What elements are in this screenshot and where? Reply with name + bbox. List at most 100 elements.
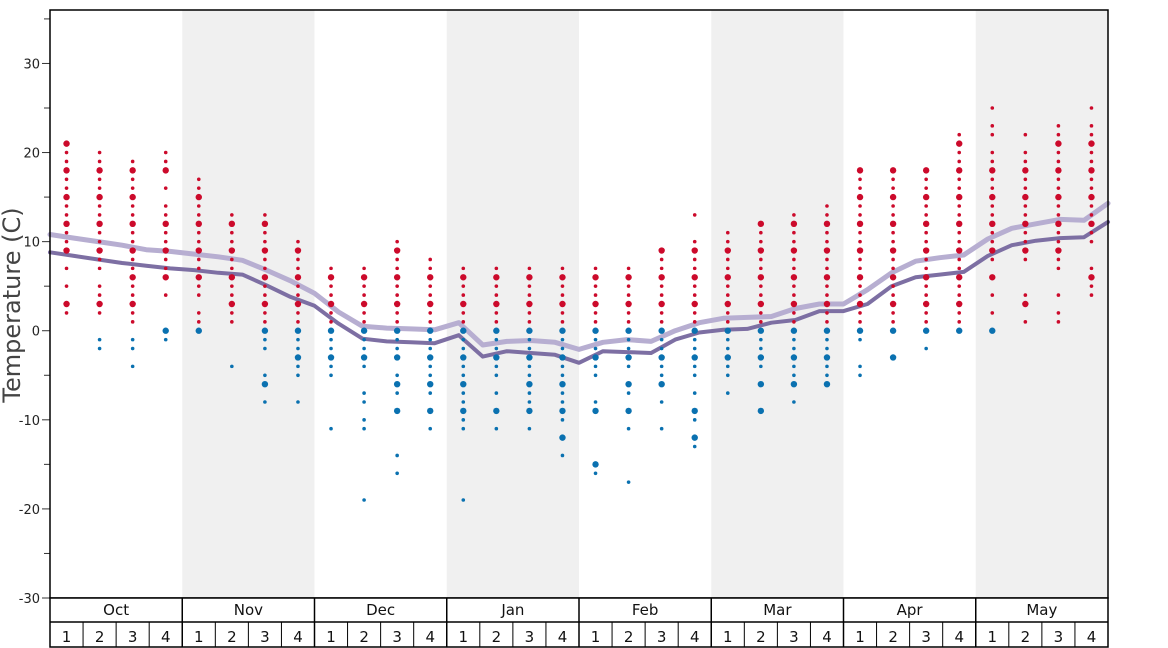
warm-dot — [296, 284, 300, 288]
warm-dot — [460, 274, 467, 281]
warm-dot — [1023, 186, 1028, 190]
warm-dot — [1089, 204, 1094, 208]
warm-dot — [1088, 220, 1095, 228]
cold-dot — [494, 391, 499, 395]
warm-dot — [759, 320, 763, 324]
warm-dot — [825, 257, 829, 262]
cold-dot — [659, 373, 664, 378]
warm-dot — [858, 239, 862, 244]
warm-dot — [891, 293, 895, 297]
warm-dot — [989, 247, 996, 254]
warm-dot — [989, 220, 996, 228]
warm-dot — [1089, 159, 1094, 164]
week-label: 4 — [1087, 628, 1097, 646]
cold-dot — [362, 418, 366, 422]
warm-dot — [97, 284, 102, 288]
cold-dot — [559, 407, 566, 415]
cold-dot — [296, 400, 300, 404]
warm-dot — [395, 239, 399, 244]
cold-dot — [428, 391, 433, 395]
warm-dot — [129, 193, 136, 201]
warm-dot — [957, 311, 962, 315]
warm-dot — [825, 311, 829, 315]
cold-dot — [527, 337, 532, 342]
cold-dot — [362, 400, 366, 404]
cold-dot — [560, 400, 565, 404]
warm-dot — [1088, 140, 1095, 147]
warm-dot — [823, 274, 831, 281]
warm-dot — [1023, 132, 1028, 137]
warm-dot — [957, 213, 962, 217]
warm-dot — [1089, 132, 1094, 137]
month-label-jan: Jan — [500, 601, 524, 619]
warm-dot — [659, 257, 664, 262]
warm-dot — [559, 300, 566, 308]
warm-dot — [494, 320, 499, 324]
warm-dot — [990, 177, 995, 182]
warm-dot — [790, 300, 798, 308]
y-tick-label: -20 — [19, 503, 40, 518]
warm-dot — [162, 247, 169, 254]
warm-dot — [593, 293, 598, 297]
warm-dot — [825, 266, 829, 271]
warm-dot — [792, 311, 796, 315]
warm-dot — [924, 213, 928, 217]
warm-dot — [327, 300, 335, 308]
warm-dot — [956, 167, 963, 174]
warm-dot — [393, 300, 401, 308]
week-label: 3 — [260, 628, 270, 646]
week-label: 3 — [392, 628, 402, 646]
warm-dot — [1055, 193, 1062, 201]
warm-dot — [97, 266, 102, 271]
warm-dot — [957, 177, 962, 182]
month-label-nov: Nov — [234, 601, 263, 619]
cold-dot — [461, 346, 466, 351]
cold-dot — [659, 400, 664, 404]
warm-dot — [692, 284, 697, 288]
warm-dot — [196, 311, 201, 315]
cold-dot — [759, 337, 763, 342]
warm-dot — [957, 239, 962, 244]
cold-dot — [659, 346, 664, 351]
cold-dot — [362, 346, 366, 351]
warm-dot — [856, 274, 864, 281]
warm-dot — [856, 193, 864, 201]
cold-dot — [659, 364, 664, 369]
warm-dot — [924, 230, 928, 235]
week-label: 4 — [558, 628, 568, 646]
week-label: 4 — [425, 628, 435, 646]
warm-dot — [957, 132, 962, 137]
warm-dot — [792, 293, 796, 297]
warm-dot — [129, 167, 136, 174]
warm-dot — [922, 167, 930, 174]
cold-dot — [825, 373, 829, 378]
cold-dot — [493, 407, 500, 415]
warm-dot — [759, 311, 763, 315]
cold-dot — [692, 346, 697, 351]
warm-dot — [1056, 311, 1061, 315]
warm-dot — [230, 311, 234, 315]
warm-dot — [130, 320, 135, 324]
cold-dot — [395, 373, 399, 378]
cold-dot — [261, 380, 269, 388]
warm-dot — [757, 247, 765, 254]
observation-dots — [63, 106, 1095, 502]
cold-dot — [362, 364, 366, 369]
warm-dot — [230, 230, 234, 235]
warm-dot — [825, 284, 829, 288]
warm-dot — [1056, 213, 1061, 217]
warm-dot — [759, 266, 763, 271]
warm-dot — [889, 193, 897, 201]
week-label: 1 — [723, 628, 733, 646]
cold-dot — [593, 400, 598, 404]
y-tick-label: -10 — [19, 414, 40, 429]
warm-dot — [1056, 124, 1061, 128]
warm-dot — [956, 247, 963, 254]
warm-dot — [296, 293, 300, 297]
warm-dot — [1089, 284, 1094, 288]
warm-dot — [560, 266, 565, 271]
warm-dot — [759, 230, 763, 235]
warm-dot — [360, 300, 368, 308]
warm-dot — [858, 293, 862, 297]
